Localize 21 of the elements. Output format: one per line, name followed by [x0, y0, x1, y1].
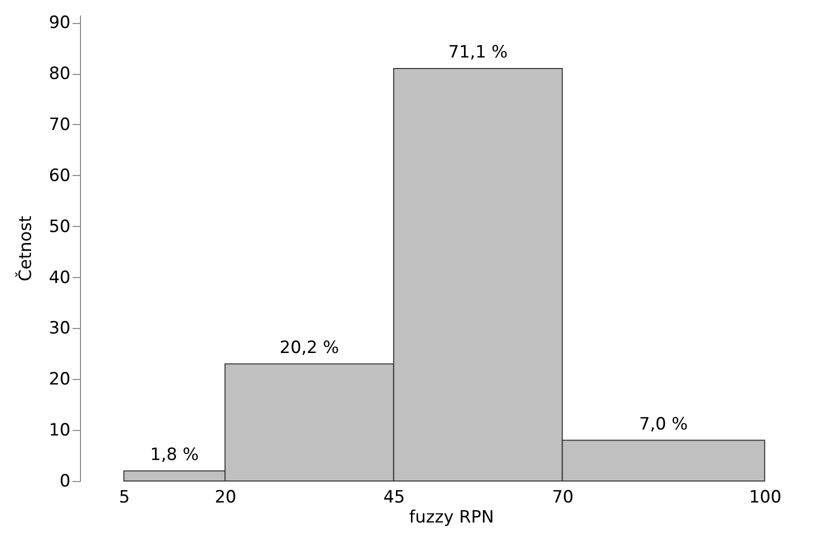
- x-axis-title: fuzzy RPN: [409, 508, 494, 528]
- y-tick-label: 60: [48, 166, 70, 186]
- y-axis-title: Četnost: [14, 215, 36, 282]
- x-tick-label: 45: [383, 488, 405, 508]
- y-tick-label: 20: [48, 370, 70, 390]
- annotation: 20,2 %: [280, 338, 340, 358]
- y-tick-label: 50: [48, 216, 70, 237]
- y-tick-label: 80: [48, 64, 70, 84]
- annotation: 71,1 %: [448, 42, 508, 62]
- y-tick-label: 70: [48, 114, 70, 135]
- x-tick-label: 100: [748, 488, 782, 508]
- y-tick-label: 0: [60, 472, 70, 492]
- y-tick-label: 10: [48, 420, 70, 441]
- x-tick-label: 70: [552, 488, 574, 508]
- annotation: 1,8 %: [150, 444, 199, 465]
- x-tick-label: 20: [214, 488, 236, 508]
- x-tick-label: 5: [118, 488, 130, 508]
- y-tick-label: 90: [48, 13, 70, 34]
- y-tick-label: 30: [48, 318, 70, 339]
- y-tick-label: 40: [48, 268, 70, 288]
- annotation: 7,0 %: [639, 414, 688, 434]
